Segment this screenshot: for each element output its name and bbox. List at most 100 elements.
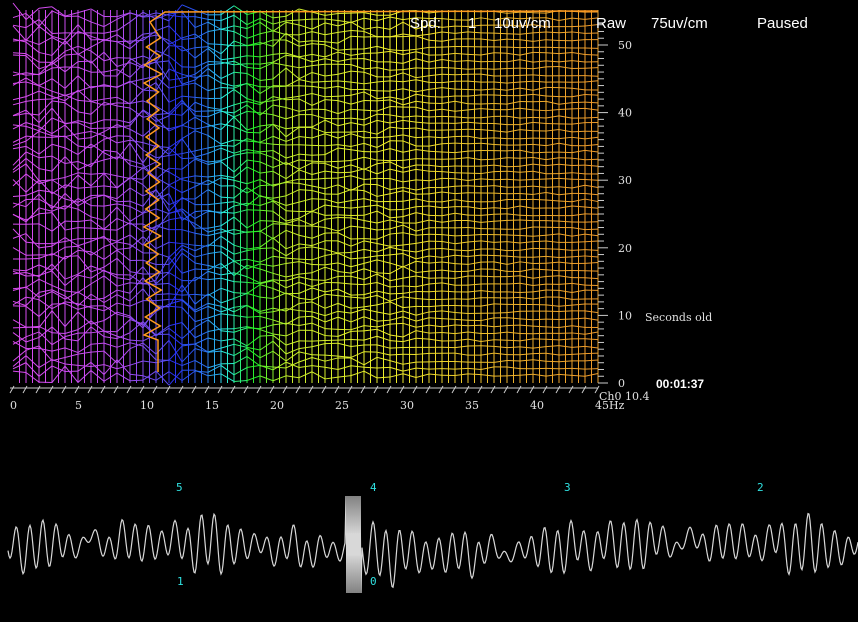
trace-segment [376,272,391,275]
trace-segment [324,275,339,281]
trace-segment [389,224,404,230]
trace-segment [51,135,66,138]
trace-segment [259,170,274,174]
trace-segment [181,307,196,322]
trace-segment [25,331,40,338]
trace-segment [246,375,261,381]
trace-segment [506,205,521,210]
trace-segment [194,158,209,165]
trace-segment [441,18,456,21]
trace-segment [103,34,118,42]
trace-segment [571,325,586,328]
trace-segment [51,301,66,310]
trace-segment [558,325,573,329]
trace-segment [77,60,92,63]
trace-segment [51,237,66,247]
trace-segment [77,265,92,275]
trace-segment [51,156,66,172]
trace-segment [103,101,118,107]
trace-segment [558,87,573,89]
trace-segment [220,40,235,55]
trace-segment [272,262,287,267]
peak-frequency-line [142,10,599,372]
trace-segment [350,316,365,323]
trace-segment [90,60,105,77]
trace-segment [467,178,482,181]
trace-segment [363,220,378,224]
trace-segment [259,123,274,127]
trace-segment [168,99,183,114]
trace-segment [532,116,547,119]
trace-segment [389,232,404,235]
trace-segment [311,287,326,293]
trace-segment [129,139,144,144]
trace-segment [324,262,339,266]
trace-segment [493,38,508,41]
trace-segment [506,282,521,285]
trace-segment [259,21,274,32]
trace-segment [558,108,573,111]
trace-segment [233,258,248,262]
trace-segment [129,37,144,50]
trace-segment [181,348,196,363]
trace-segment [584,310,599,314]
trace-segment [64,365,79,383]
trace-segment [311,204,326,212]
trace-segment [25,179,40,193]
trace-segment [285,217,300,222]
trace-segment [376,96,391,100]
trace-segment [168,95,183,103]
trace-segment [363,190,378,197]
trace-segment [402,186,417,191]
trace-segment [246,335,261,347]
trace-segment [389,69,404,71]
trace-segment [272,104,287,109]
trace-segment [519,24,534,27]
trace-segment [532,60,547,63]
trace-segment [207,68,222,79]
trace-segment [194,147,209,152]
trace-segment [467,149,482,152]
trace-segment [259,230,274,240]
trace-segment [519,346,534,349]
trace-segment [285,303,300,312]
trace-segment [285,8,300,17]
trace-segment [12,296,27,306]
trace-segment [532,318,547,321]
trace-segment [259,247,274,249]
trace-segment [51,365,66,373]
trace-segment [116,332,131,340]
trace-segment [194,319,209,328]
trace-segment [38,107,53,124]
trace-segment [207,46,222,55]
trace-segment [38,78,53,87]
trace-segment [64,75,79,89]
trace-segment [506,107,521,111]
trace-segment [207,61,222,63]
trace-segment [337,164,352,169]
trace-segment [324,133,339,139]
trace-segment [350,370,365,377]
trace-segment [233,71,248,74]
trace-segment [25,72,40,76]
trace-segment [363,335,378,341]
trace-segment [571,157,586,161]
trace-segment [181,299,196,313]
trace-segment [389,126,404,130]
trace-segment [558,129,573,133]
trace-segment [51,310,66,327]
trace-segment [285,32,300,43]
trace-segment [207,63,222,66]
trace-segment [90,50,105,62]
trace-segment [246,179,261,185]
trace-segment [389,353,404,356]
trace-segment [415,100,430,104]
y-tick-label: 30 [618,174,632,187]
trace-segment [337,310,352,314]
trace-segment [246,73,261,81]
trace-segment [77,219,92,222]
trace-segment [220,263,235,277]
trace-segment [428,24,443,28]
trace-segment [402,285,417,288]
trace-segment [402,164,417,169]
